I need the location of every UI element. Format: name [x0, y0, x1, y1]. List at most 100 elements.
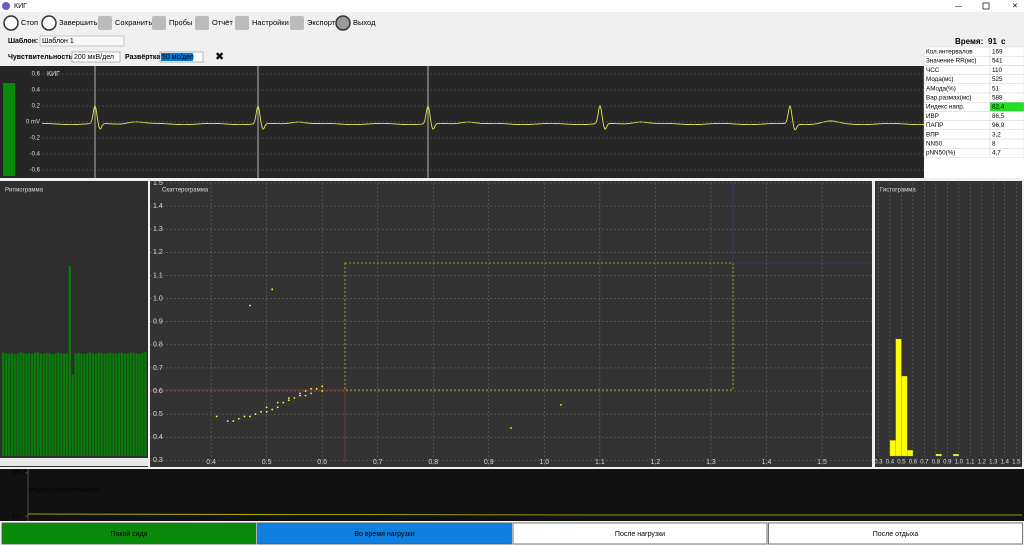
maximize[interactable]	[982, 2, 990, 10]
scatter-x-tick: 1.1	[595, 459, 605, 466]
histogram-x-tick: 0.5	[897, 460, 906, 466]
scatter-point	[510, 427, 512, 429]
tool-button[interactable]: Сохранить	[115, 18, 152, 27]
stage-label[interactable]: После отдыха	[873, 531, 919, 538]
tool-icon	[195, 16, 209, 30]
stats-label: ЧСС	[926, 67, 940, 74]
rhythm-bar	[74, 353, 77, 457]
histogram-x-tick: 0.3	[874, 460, 883, 466]
histogram-x-tick: 1.2	[978, 460, 987, 466]
scrollbar[interactable]	[0, 458, 148, 466]
tool-icon	[98, 16, 112, 30]
time-label: Время:	[955, 37, 983, 46]
scatter-x-tick: 0.5	[262, 459, 272, 466]
rhythm-bar	[59, 352, 63, 457]
zone-box	[344, 262, 734, 391]
scatter-y-tick: 0.3	[153, 457, 163, 464]
stats-value: 86,5	[992, 113, 1005, 120]
stage-label[interactable]: Во время нагрузки	[354, 531, 414, 538]
scatter-zones	[152, 183, 870, 463]
histogram-x-tick: 0.6	[909, 460, 918, 466]
scatter-point	[260, 410, 262, 413]
rhythm-bar	[94, 353, 98, 457]
stage-button[interactable]	[512, 522, 768, 545]
stats-value: 525	[992, 76, 1003, 83]
rhythm-bar	[39, 353, 43, 457]
rhythm-bar	[65, 353, 69, 457]
ecg-title: КИГ	[47, 71, 60, 78]
scatter-y-tick: 1.5	[153, 180, 163, 187]
tool-icon	[290, 16, 304, 30]
scatter-point	[310, 392, 312, 395]
stage-button[interactable]	[768, 522, 1023, 545]
histogram-x-tick: 1.4	[1001, 460, 1010, 466]
minimize[interactable]: —	[955, 3, 962, 10]
sweep-value: 50 мс/дел	[162, 54, 194, 61]
stats-label: Индекс напр.	[926, 104, 965, 111]
tool-button[interactable]: Выход	[353, 18, 376, 27]
stats-value: 51	[992, 85, 1000, 92]
histogram-x-tick: 0.4	[886, 460, 895, 466]
scatter-y-tick: 1.1	[153, 272, 163, 279]
histogram-bar	[935, 453, 942, 457]
tool-button[interactable]: Экспорт	[307, 18, 336, 27]
stage-button[interactable]	[1, 522, 257, 545]
rhythm-bar	[143, 351, 147, 457]
rhythm-bar	[22, 352, 25, 457]
tool-icon	[235, 16, 249, 30]
tool-button[interactable]: Настройки	[252, 18, 289, 27]
stage-button[interactable]	[257, 522, 512, 545]
stage-label[interactable]: После нагрузки	[615, 531, 665, 538]
scatter-x-tick: 1.2	[651, 459, 661, 466]
stats-value: 3,2	[992, 131, 1001, 138]
stats-label: ПАПР	[926, 122, 943, 129]
template-label: Шаблон:	[8, 37, 38, 45]
scatter-point	[315, 387, 318, 390]
histogram-title: Гистограмма	[880, 188, 916, 194]
histogram-bar	[952, 453, 959, 457]
sensitivity-select[interactable]	[71, 51, 121, 63]
scatter-y-tick: 0.4	[153, 434, 163, 441]
scatter-point	[287, 397, 290, 399]
close[interactable]: ✕	[1012, 3, 1018, 10]
rhythm-bar	[85, 352, 89, 457]
stats-label: pNN50(%)	[926, 150, 955, 157]
stats-cell	[989, 147, 1024, 158]
tool-button[interactable]: Отчёт	[212, 18, 233, 27]
scatter-x-tick: 1.4	[762, 459, 772, 466]
ecg-level	[3, 83, 15, 176]
histogram-bar	[889, 440, 896, 457]
histogram-x-tick: 0.9	[943, 460, 952, 466]
scatter-x-tick: 0.6	[317, 459, 327, 466]
rhythm-bar	[33, 352, 37, 457]
tool-icon	[41, 15, 57, 31]
tool-button[interactable]: Завершить	[59, 18, 98, 27]
scatter-point	[321, 385, 324, 388]
rhythm-bar	[13, 354, 17, 457]
scatter-point	[249, 415, 251, 418]
rhythm-bar	[135, 353, 138, 457]
tool-icon	[335, 15, 351, 31]
sweep-highlight	[161, 53, 193, 61]
tool-button[interactable]: Стоп	[21, 18, 38, 27]
stats-value: 96,9	[992, 122, 1005, 129]
settings-icon[interactable]: ✖	[215, 51, 224, 63]
template-select[interactable]	[39, 35, 125, 47]
rhythm-bar	[77, 352, 80, 457]
rhythm-bar	[45, 352, 48, 457]
stage-label[interactable]: Покой сидя	[110, 530, 147, 538]
scatter-point	[226, 420, 229, 422]
time-unit: с	[1001, 37, 1006, 46]
scatter-x-tick: 1.5	[817, 459, 827, 466]
scatter-point	[276, 401, 279, 404]
stats-label: ИВР	[926, 113, 939, 120]
rhythm-bar	[117, 352, 121, 457]
rhythm-bar	[10, 352, 14, 457]
tool-button[interactable]: Пробы	[169, 18, 192, 27]
scatter-point	[265, 410, 268, 413]
scatter-x-tick: 0.4	[206, 459, 216, 466]
ecg-tick-label: -0.6	[30, 168, 41, 174]
scatter-x-tick: 1.3	[706, 459, 716, 466]
rhythm-bar	[19, 351, 22, 457]
